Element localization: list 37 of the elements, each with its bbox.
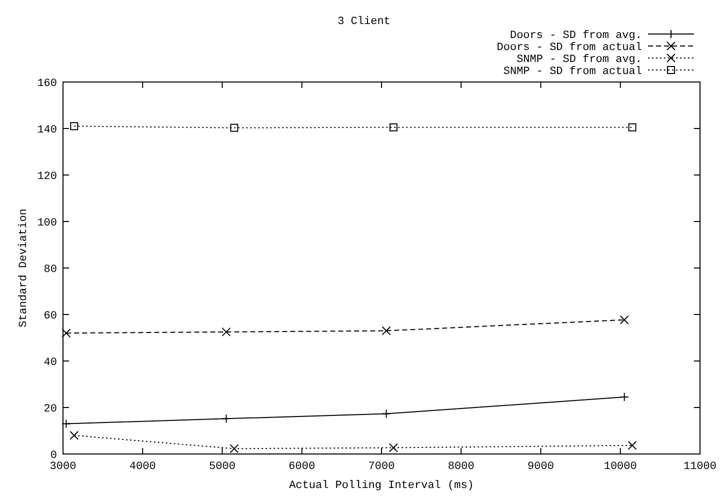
y-tick-label: 20 bbox=[44, 404, 57, 416]
y-tick-label: 160 bbox=[37, 78, 57, 90]
point bbox=[62, 328, 71, 338]
x-axis-title: Actual Polling Interval (ms) bbox=[289, 480, 474, 492]
point bbox=[620, 315, 629, 324]
x-tick-label: 11000 bbox=[683, 461, 717, 473]
point bbox=[230, 444, 239, 454]
y-tick-label: 40 bbox=[44, 357, 57, 369]
point bbox=[222, 327, 231, 336]
y-tick-label: 0 bbox=[50, 450, 57, 462]
x-tick-label: 5000 bbox=[209, 461, 236, 473]
point bbox=[70, 430, 79, 440]
legend-label: Doors - SD from actual bbox=[496, 42, 642, 54]
point bbox=[389, 123, 398, 132]
legend-label: Doors - SD from avg. bbox=[510, 30, 642, 42]
point bbox=[388, 443, 398, 452]
point bbox=[70, 122, 78, 130]
point bbox=[230, 124, 238, 132]
y-tick-label: 120 bbox=[37, 171, 57, 183]
point bbox=[628, 440, 637, 450]
legend-label: SNMP - SD from actual bbox=[503, 66, 642, 78]
x-tick-label: 9000 bbox=[528, 461, 554, 473]
x-tick-label: 10000 bbox=[604, 461, 637, 473]
y-axis-title: Standard Deviation bbox=[18, 208, 30, 328]
x-tick-label: 3000 bbox=[50, 461, 76, 473]
point bbox=[382, 326, 391, 336]
point bbox=[628, 123, 636, 132]
y-tick-label: 80 bbox=[44, 264, 57, 276]
legend-label: SNMP - SD from avg. bbox=[516, 54, 642, 66]
x-tick-label: 4000 bbox=[129, 461, 156, 473]
x-tick-label: 8000 bbox=[448, 461, 474, 473]
x-tick-label: 6000 bbox=[288, 461, 316, 473]
y-tick-label: 140 bbox=[37, 124, 57, 136]
y-tick-label: 100 bbox=[37, 218, 57, 230]
x-tick-label: 7000 bbox=[368, 461, 395, 473]
y-tick-label: 60 bbox=[44, 310, 57, 322]
chart-title: 3 Client bbox=[338, 16, 390, 28]
